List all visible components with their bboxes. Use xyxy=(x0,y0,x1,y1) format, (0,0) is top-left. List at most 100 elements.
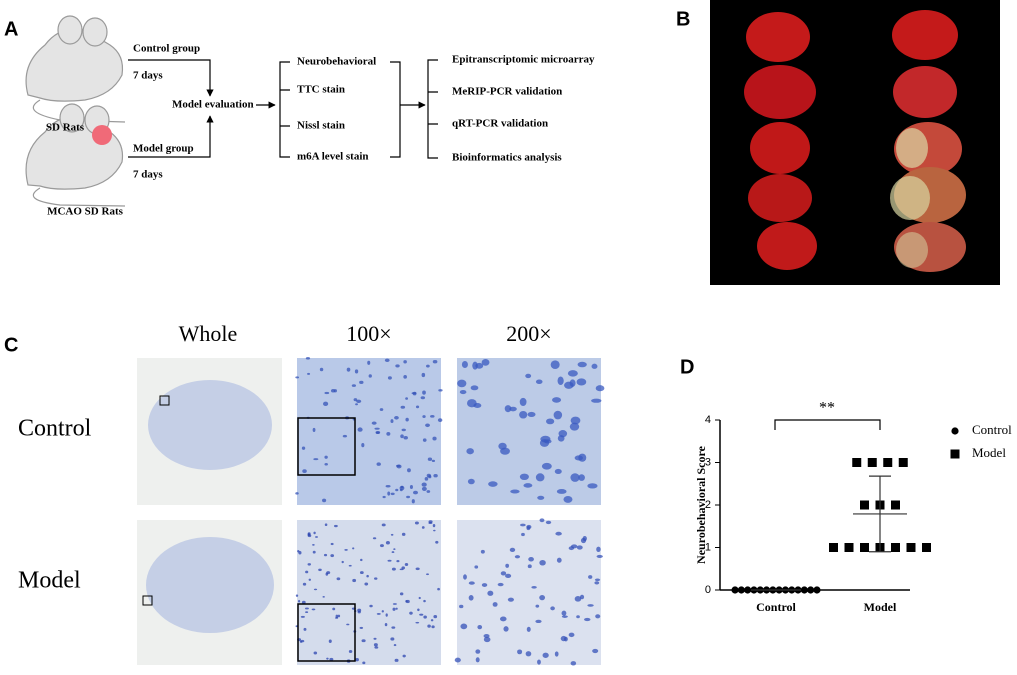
cell xyxy=(295,492,299,495)
cell xyxy=(313,588,318,591)
cell xyxy=(568,632,575,638)
cell xyxy=(431,625,435,629)
cell xyxy=(396,464,401,467)
column-header: 200× xyxy=(506,321,551,346)
cell xyxy=(379,408,384,412)
cell xyxy=(594,581,600,585)
cell xyxy=(381,610,384,613)
cell xyxy=(372,537,377,540)
point xyxy=(744,586,752,594)
cell xyxy=(391,626,396,629)
cell xyxy=(487,590,494,596)
cell xyxy=(374,577,378,580)
cell xyxy=(346,367,351,372)
cell xyxy=(319,367,324,372)
cell xyxy=(421,526,425,529)
cell xyxy=(558,430,568,438)
cell xyxy=(467,478,475,485)
cell xyxy=(411,392,417,395)
cell xyxy=(313,531,316,535)
point xyxy=(844,543,854,552)
cell xyxy=(359,626,364,629)
cell xyxy=(382,495,386,499)
legend-marker xyxy=(950,449,960,459)
cell xyxy=(323,401,329,407)
cell xyxy=(307,532,311,536)
cell xyxy=(570,661,577,666)
cell xyxy=(390,533,394,536)
cell xyxy=(323,553,328,557)
cell xyxy=(295,594,299,597)
cell xyxy=(353,398,358,402)
cell xyxy=(396,560,400,563)
cell xyxy=(535,473,545,482)
cell xyxy=(567,370,578,377)
cell xyxy=(541,462,552,470)
cell xyxy=(374,427,380,430)
cell xyxy=(352,578,357,583)
cell xyxy=(433,529,436,532)
cell xyxy=(379,544,384,548)
cell xyxy=(426,490,431,493)
cell xyxy=(510,489,520,494)
cell xyxy=(521,532,525,537)
column-header: Whole xyxy=(179,321,238,346)
cell xyxy=(333,524,338,528)
cell xyxy=(395,488,399,492)
brain-slices xyxy=(744,10,966,272)
cell xyxy=(332,607,336,611)
cell xyxy=(295,376,300,379)
cell xyxy=(402,654,406,658)
cell xyxy=(504,405,512,413)
duration: 7 days xyxy=(133,169,163,181)
cell xyxy=(391,567,396,571)
cell xyxy=(324,391,330,395)
cell xyxy=(588,575,593,579)
cell xyxy=(420,396,426,400)
cell xyxy=(355,657,359,662)
cell xyxy=(362,661,366,665)
cell xyxy=(336,577,341,581)
cell xyxy=(539,595,546,601)
column-header: 100× xyxy=(346,321,391,346)
cell xyxy=(468,595,474,601)
cell xyxy=(432,523,436,528)
cell xyxy=(422,438,427,442)
cell xyxy=(528,556,534,562)
bracket xyxy=(390,61,401,158)
cell xyxy=(357,427,363,432)
cell xyxy=(454,657,461,663)
cell xyxy=(369,604,373,608)
cell xyxy=(351,384,356,387)
row-label: Model xyxy=(18,568,81,594)
cell xyxy=(526,626,531,632)
cell xyxy=(337,614,341,618)
cell xyxy=(411,499,415,504)
cell xyxy=(390,637,395,641)
cell xyxy=(421,482,427,487)
analysis: Bioinformatics analysis xyxy=(452,152,562,164)
cell xyxy=(384,358,390,363)
cell xyxy=(385,613,388,617)
cell xyxy=(376,612,381,615)
panel-label: C xyxy=(4,334,18,356)
cell xyxy=(373,643,378,647)
cell xyxy=(460,623,468,630)
cell xyxy=(405,417,409,422)
legend-label: Control xyxy=(972,422,1012,437)
cell xyxy=(414,521,419,525)
cell xyxy=(542,652,549,658)
cell xyxy=(324,455,328,459)
cell xyxy=(475,649,481,654)
cell xyxy=(578,474,585,481)
cell xyxy=(302,469,307,473)
significance-label: ** xyxy=(819,400,835,417)
cell xyxy=(477,625,483,630)
cell xyxy=(367,360,371,365)
cell xyxy=(326,657,329,660)
cell xyxy=(307,563,311,566)
cell xyxy=(525,651,532,657)
cell xyxy=(561,610,567,616)
cell xyxy=(391,551,395,554)
cell xyxy=(415,405,420,409)
